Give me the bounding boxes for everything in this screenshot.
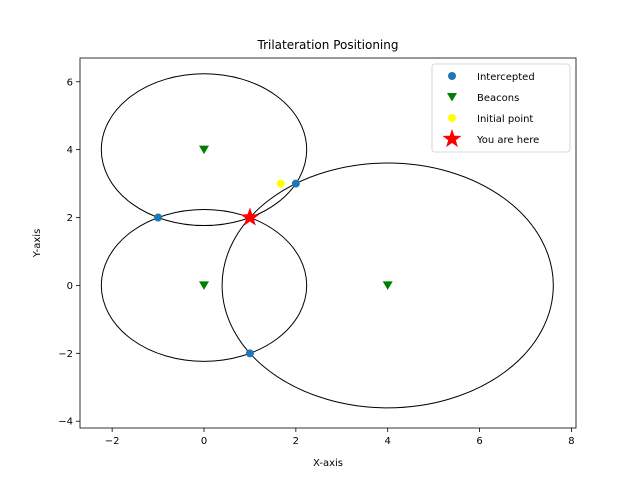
x-tick-label: −2 bbox=[105, 436, 120, 447]
y-tick-label: 6 bbox=[67, 77, 73, 88]
range-circle-1 bbox=[100, 73, 308, 227]
y-tick-label: 0 bbox=[67, 281, 73, 292]
y-tick-label: −2 bbox=[58, 349, 73, 360]
point-beacons-3 bbox=[382, 281, 393, 290]
chart-title: Trilateration Positioning bbox=[257, 38, 399, 52]
range-circle-2 bbox=[100, 209, 308, 362]
legend-label: Beacons bbox=[477, 93, 519, 104]
point-initial-point-1 bbox=[276, 179, 285, 188]
legend-marker-4 bbox=[442, 129, 462, 148]
y-axis-ticks: −4 −2 0 2 4 6 bbox=[58, 77, 80, 428]
point-beacons-1 bbox=[199, 145, 209, 155]
x-tick-label: 8 bbox=[568, 436, 574, 447]
y-tick-label: 2 bbox=[67, 213, 73, 224]
y-tick-label: −4 bbox=[58, 417, 73, 428]
legend: Intercepted Beacons Initial point You are h… bbox=[431, 63, 571, 153]
point-intercepted-2 bbox=[291, 179, 300, 188]
x-tick-label: 2 bbox=[293, 436, 299, 447]
range-circle-3 bbox=[221, 162, 554, 409]
x-axis-label: X-axis bbox=[313, 458, 343, 469]
plot-frame bbox=[79, 57, 577, 429]
point-you-are-here-1 bbox=[240, 207, 260, 226]
legend-marker-3 bbox=[448, 114, 456, 122]
x-tick-label: 4 bbox=[385, 436, 391, 447]
legend-label: You are here bbox=[476, 135, 539, 146]
legend-label: Initial point bbox=[477, 114, 533, 125]
x-tick-label: 0 bbox=[201, 436, 207, 447]
data-points bbox=[154, 145, 393, 358]
range-circles bbox=[100, 73, 554, 409]
y-axis-label: Y-axis bbox=[32, 229, 43, 259]
legend-marker-1 bbox=[448, 72, 456, 80]
point-intercepted-1 bbox=[154, 213, 163, 222]
legend-label: Intercepted bbox=[477, 72, 535, 83]
point-intercepted-3 bbox=[245, 349, 254, 358]
point-beacons-2 bbox=[199, 281, 209, 290]
x-tick-label: 6 bbox=[476, 436, 482, 447]
y-tick-label: 4 bbox=[67, 145, 73, 156]
x-axis-ticks: −2 0 2 4 6 8 bbox=[105, 428, 575, 447]
legend-marker-2 bbox=[447, 93, 457, 102]
legend-box bbox=[431, 63, 571, 153]
